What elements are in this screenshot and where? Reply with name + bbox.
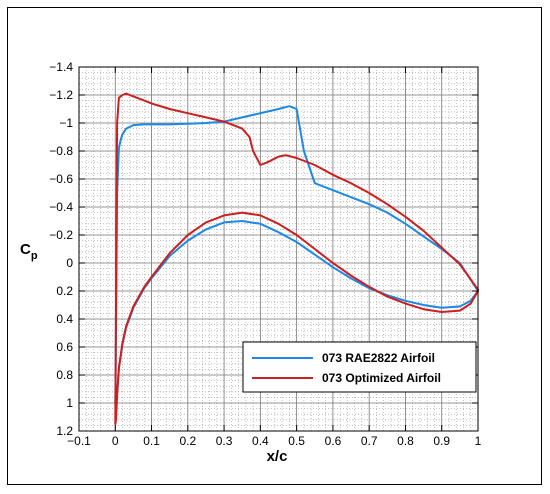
legend-label-optimized: 073 Optimized Airfoil [322,371,441,385]
y-tick-label: −0.6 [49,172,73,186]
series-line-optimized-lower-surface [114,211,479,425]
x-tick-label: 0.3 [216,434,233,448]
y-tick-label: 1.2 [56,424,73,438]
series-line-rae2822-upper-surface [114,105,479,404]
y-tick-labels: −1.4 −1.2 −1 −0.8 −0.6 −0.4 −0.2 0 0.2 0.4 0.6 0.8 1… [49,60,73,438]
x-tick-label: −0.1 [67,434,91,448]
legend: 073 RAE2822 Airfoil 073 Optimized Airfoi… [242,341,477,393]
x-tick-label: 1 [475,434,482,448]
x-tick-label: 0.9 [433,434,450,448]
y-tick-label: −1.2 [49,88,73,102]
x-tick-label: 0.7 [361,434,378,448]
x-tick-label: 0.1 [143,434,160,448]
x-tick-label: 0 [112,434,119,448]
legend-label-rae2822: 073 RAE2822 Airfoil [322,351,435,365]
x-tick-label: 0.6 [325,434,342,448]
x-tick-label: 0.8 [397,434,414,448]
series-line-optimized-upper-surface [114,92,479,425]
y-axis-title-sub: p [31,250,38,262]
y-tick-label: 0 [66,256,73,270]
x-tick-label: 0.4 [252,434,269,448]
y-tick-label: −0.4 [49,200,73,214]
y-tick-label: 0.8 [56,368,73,382]
y-tick-label: −0.8 [49,144,73,158]
plot-border [78,66,479,432]
y-axis-title-main: C [20,241,31,258]
y-tick-label: −1 [59,116,73,130]
y-tick-label: −1.4 [49,60,73,74]
y-tick-label: 0.4 [56,312,73,326]
y-tick-label: −0.2 [49,228,73,242]
x-axis-title: x/c [267,448,288,465]
series-layer [114,92,479,425]
y-tick-label: 0.6 [56,340,73,354]
x-tick-label: 0.5 [288,434,305,448]
legend-box [242,341,477,393]
y-tick-label: 0.2 [56,284,73,298]
x-tick-labels: −0.1 0 0.1 0.2 0.3 0.4 0.5 0.6 0.7 0.8 0.9 1 [67,434,482,448]
y-tick-label: 1 [66,396,73,410]
y-axis-title: Cp [20,241,38,262]
figure-frame [7,7,542,485]
x-tick-label: 0.2 [179,434,196,448]
